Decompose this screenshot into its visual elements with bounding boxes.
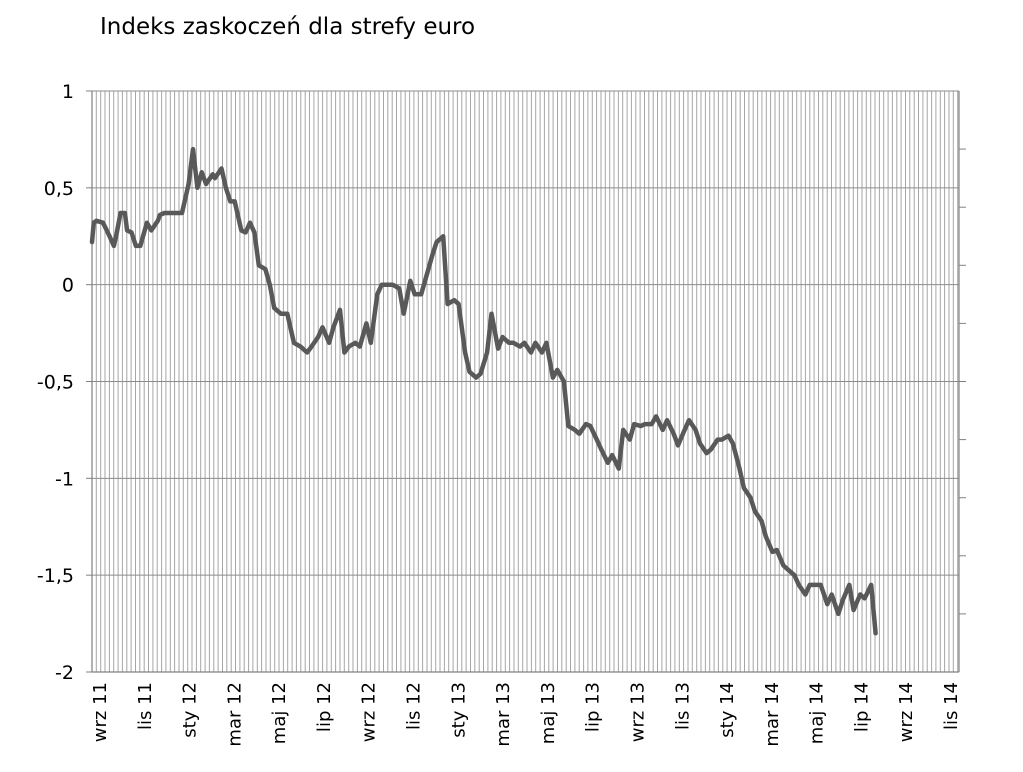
x-tick-label: mar 14 [762, 682, 783, 747]
x-tick-label: maj 14 [807, 682, 828, 744]
x-tick-labels: wrz 11 lis 11 sty 12 mar 12 maj 12 lip 12 wrz … [90, 682, 962, 747]
x-tick-label: mar 13 [493, 682, 514, 747]
y-tick-label: -1,5 [37, 565, 74, 587]
x-tick-label: sty 14 [717, 682, 738, 738]
x-tick-label: lip 13 [583, 682, 604, 732]
y-tick-label: 0,5 [44, 178, 74, 200]
x-tick-label: wrz 14 [896, 682, 917, 742]
x-tick-label: sty 13 [448, 682, 469, 738]
x-tick-label: wrz 12 [359, 682, 380, 742]
x-tick-label: wrz 13 [628, 682, 649, 742]
x-tick-label: maj 12 [269, 682, 290, 744]
x-tick-label: lip 12 [314, 682, 335, 732]
y-tick-label: 1 [62, 81, 74, 103]
x-tick-label: lis 14 [941, 682, 962, 730]
y-tick-label: -0,5 [37, 372, 74, 394]
x-tick-label: lis 11 [135, 682, 156, 730]
x-tick-label: mar 12 [224, 682, 245, 747]
x-tick-label: wrz 11 [90, 682, 111, 742]
horizontal-gridlines [92, 90, 959, 673]
x-tick-label: lis 12 [404, 682, 425, 730]
y-tick-label: -2 [55, 662, 74, 684]
x-tick-label: lip 14 [851, 682, 872, 732]
x-tick-label: maj 13 [538, 682, 559, 744]
y-tick-labels: 1 0,5 0 -0,5 -1 -1,5 -2 [37, 81, 74, 684]
y-tick-label: -1 [55, 468, 74, 490]
series-line [89, 146, 878, 636]
axes [86, 90, 966, 673]
x-tick-label: lis 13 [672, 682, 693, 730]
y-tick-label: 0 [62, 275, 74, 297]
chart-title: Indeks zaskoczeń dla strefy euro [100, 14, 476, 40]
x-tick-label: sty 12 [180, 682, 201, 738]
